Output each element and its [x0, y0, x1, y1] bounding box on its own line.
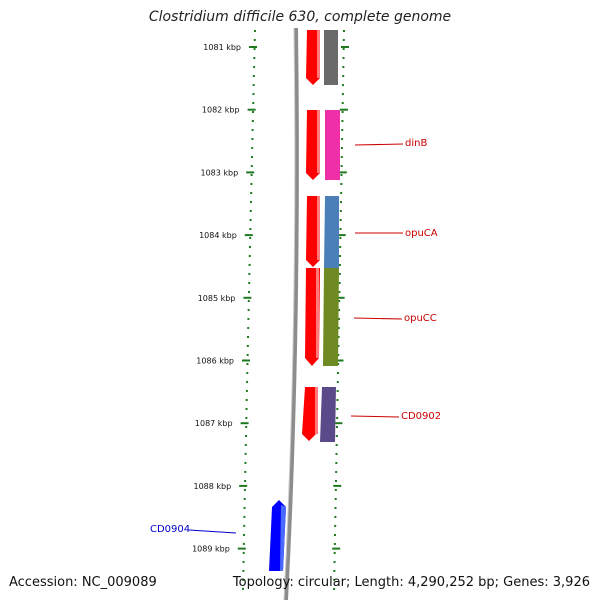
chromosome-backbone-shade: [283, 27, 296, 600]
red-feature-2-highlight: [317, 110, 320, 173]
scale-ticks: 1081 kbp 1082 kbp 1083 kbp 1084 kbp 1085 kbp…: [192, 43, 349, 554]
gene-label-opuCA[interactable]: opuCA: [405, 228, 438, 239]
scale-tick-label: 1089 kbp: [192, 545, 230, 554]
callout-line-dinB: [354, 143, 404, 146]
chromosome-backbone: [284, 27, 299, 600]
red-strand-features: [302, 30, 320, 441]
red-feature-5-highlight: [315, 387, 318, 434]
callout-line-opuCC: [353, 317, 403, 320]
red-feature-1-highlight: [317, 30, 320, 78]
red-feature-5[interactable]: [302, 387, 318, 441]
gene-features: [269, 30, 340, 571]
callout-line-CD0902: [350, 415, 400, 418]
gene-label-opuCC[interactable]: opuCC: [404, 313, 437, 324]
gene-callouts: dinB opuCA opuCC CD0902 CD0904: [150, 138, 441, 535]
scale-tick-label: 1088 kbp: [193, 482, 231, 491]
left-dotted-rail: [242, 29, 256, 591]
genome-title: Clostridium difficile 630, complete geno…: [148, 9, 452, 25]
scale-tick-label: 1087 kbp: [195, 419, 233, 428]
topology-summary: Topology: circular; Length: 4,290,252 bp…: [232, 575, 590, 590]
gene-feature-dinB[interactable]: [325, 110, 340, 180]
red-feature-3[interactable]: [306, 196, 320, 267]
scale-tick-label: 1085 kbp: [198, 294, 236, 303]
scale-tick-label: 1083 kbp: [200, 168, 238, 177]
gene-feature-CD0902[interactable]: [320, 387, 336, 442]
gene-feature-opuCA[interactable]: [324, 196, 339, 268]
red-feature-3-highlight: [317, 196, 320, 260]
gene-label-CD0902[interactable]: CD0902: [401, 411, 441, 422]
gene-label-dinB[interactable]: dinB: [405, 138, 427, 149]
red-feature-1[interactable]: [306, 30, 320, 85]
callout-line-CD0904: [188, 529, 237, 534]
scale-tick-label: 1082 kbp: [202, 106, 240, 115]
red-feature-4-highlight: [316, 268, 319, 358]
scale-tick-label: 1081 kbp: [203, 43, 241, 52]
gene-label-CD0904[interactable]: CD0904: [150, 524, 190, 535]
scale-tick-label: 1086 kbp: [196, 357, 234, 366]
gene-feature-unnamed[interactable]: [324, 30, 338, 85]
gene-feature-opuCC[interactable]: [323, 268, 339, 366]
accession-label: Accession: NC_009089: [9, 575, 157, 590]
gene-feature-CD0904-shade: [280, 505, 286, 571]
red-feature-2[interactable]: [306, 110, 320, 180]
scale-tick-label: 1084 kbp: [199, 231, 237, 240]
